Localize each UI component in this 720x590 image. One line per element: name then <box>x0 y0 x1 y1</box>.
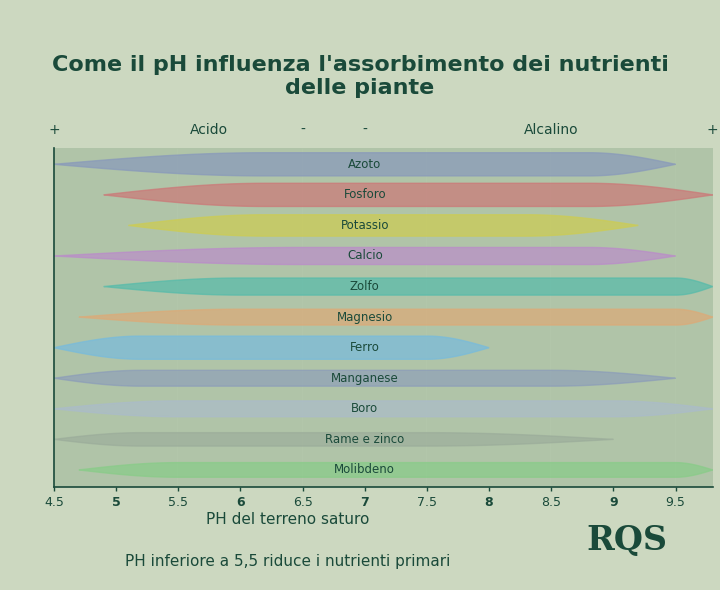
Polygon shape <box>54 401 713 417</box>
Bar <box>582 148 644 487</box>
Bar <box>302 148 365 487</box>
Text: Boro: Boro <box>351 402 378 415</box>
Polygon shape <box>104 183 713 206</box>
Bar <box>552 148 613 487</box>
Polygon shape <box>54 153 675 176</box>
Polygon shape <box>54 336 489 359</box>
Bar <box>365 148 427 487</box>
Bar <box>54 148 116 487</box>
Text: Rame e zinco: Rame e zinco <box>325 433 405 446</box>
Text: Calcio: Calcio <box>347 250 382 263</box>
Bar <box>179 148 240 487</box>
Text: Fosforo: Fosforo <box>343 188 386 201</box>
Text: +: + <box>707 123 719 137</box>
Bar <box>240 148 302 487</box>
Text: -: - <box>300 123 305 137</box>
Bar <box>489 148 552 487</box>
Text: +: + <box>48 123 60 137</box>
Text: Potassio: Potassio <box>341 219 389 232</box>
Bar <box>427 148 489 487</box>
Polygon shape <box>104 278 713 295</box>
Bar <box>116 148 179 487</box>
Text: Alcalino: Alcalino <box>524 123 579 137</box>
Text: Magnesio: Magnesio <box>337 310 393 324</box>
Polygon shape <box>79 309 713 325</box>
Text: Manganese: Manganese <box>331 372 399 385</box>
Text: Ferro: Ferro <box>350 341 379 354</box>
Bar <box>365 148 427 487</box>
Bar <box>489 148 552 487</box>
Polygon shape <box>54 247 675 264</box>
Text: Acido: Acido <box>190 123 228 137</box>
Polygon shape <box>129 215 638 236</box>
Bar <box>613 148 675 487</box>
Text: Zolfo: Zolfo <box>350 280 379 293</box>
Bar <box>552 148 613 487</box>
Text: -: - <box>362 123 367 137</box>
Polygon shape <box>54 432 613 446</box>
Text: RQS: RQS <box>586 524 667 557</box>
Text: PH inferiore a 5,5 riduce i nutrienti primari: PH inferiore a 5,5 riduce i nutrienti pr… <box>125 553 451 569</box>
Bar <box>333 148 396 487</box>
Bar <box>613 148 675 487</box>
Polygon shape <box>79 463 713 477</box>
Bar <box>302 148 365 487</box>
Text: Molibdeno: Molibdeno <box>334 463 395 477</box>
Bar <box>675 148 720 487</box>
Text: PH del terreno saturo: PH del terreno saturo <box>207 512 369 527</box>
Bar <box>458 148 520 487</box>
Bar <box>116 148 179 487</box>
Text: Come il pH influenza l'assorbimento dei nutrienti
delle piante: Come il pH influenza l'assorbimento dei … <box>52 55 668 99</box>
Bar <box>85 148 147 487</box>
Bar <box>675 148 720 487</box>
Bar <box>179 148 240 487</box>
Polygon shape <box>54 371 675 386</box>
Text: Azoto: Azoto <box>348 158 382 171</box>
Bar <box>210 148 271 487</box>
Bar <box>427 148 489 487</box>
Bar <box>240 148 302 487</box>
